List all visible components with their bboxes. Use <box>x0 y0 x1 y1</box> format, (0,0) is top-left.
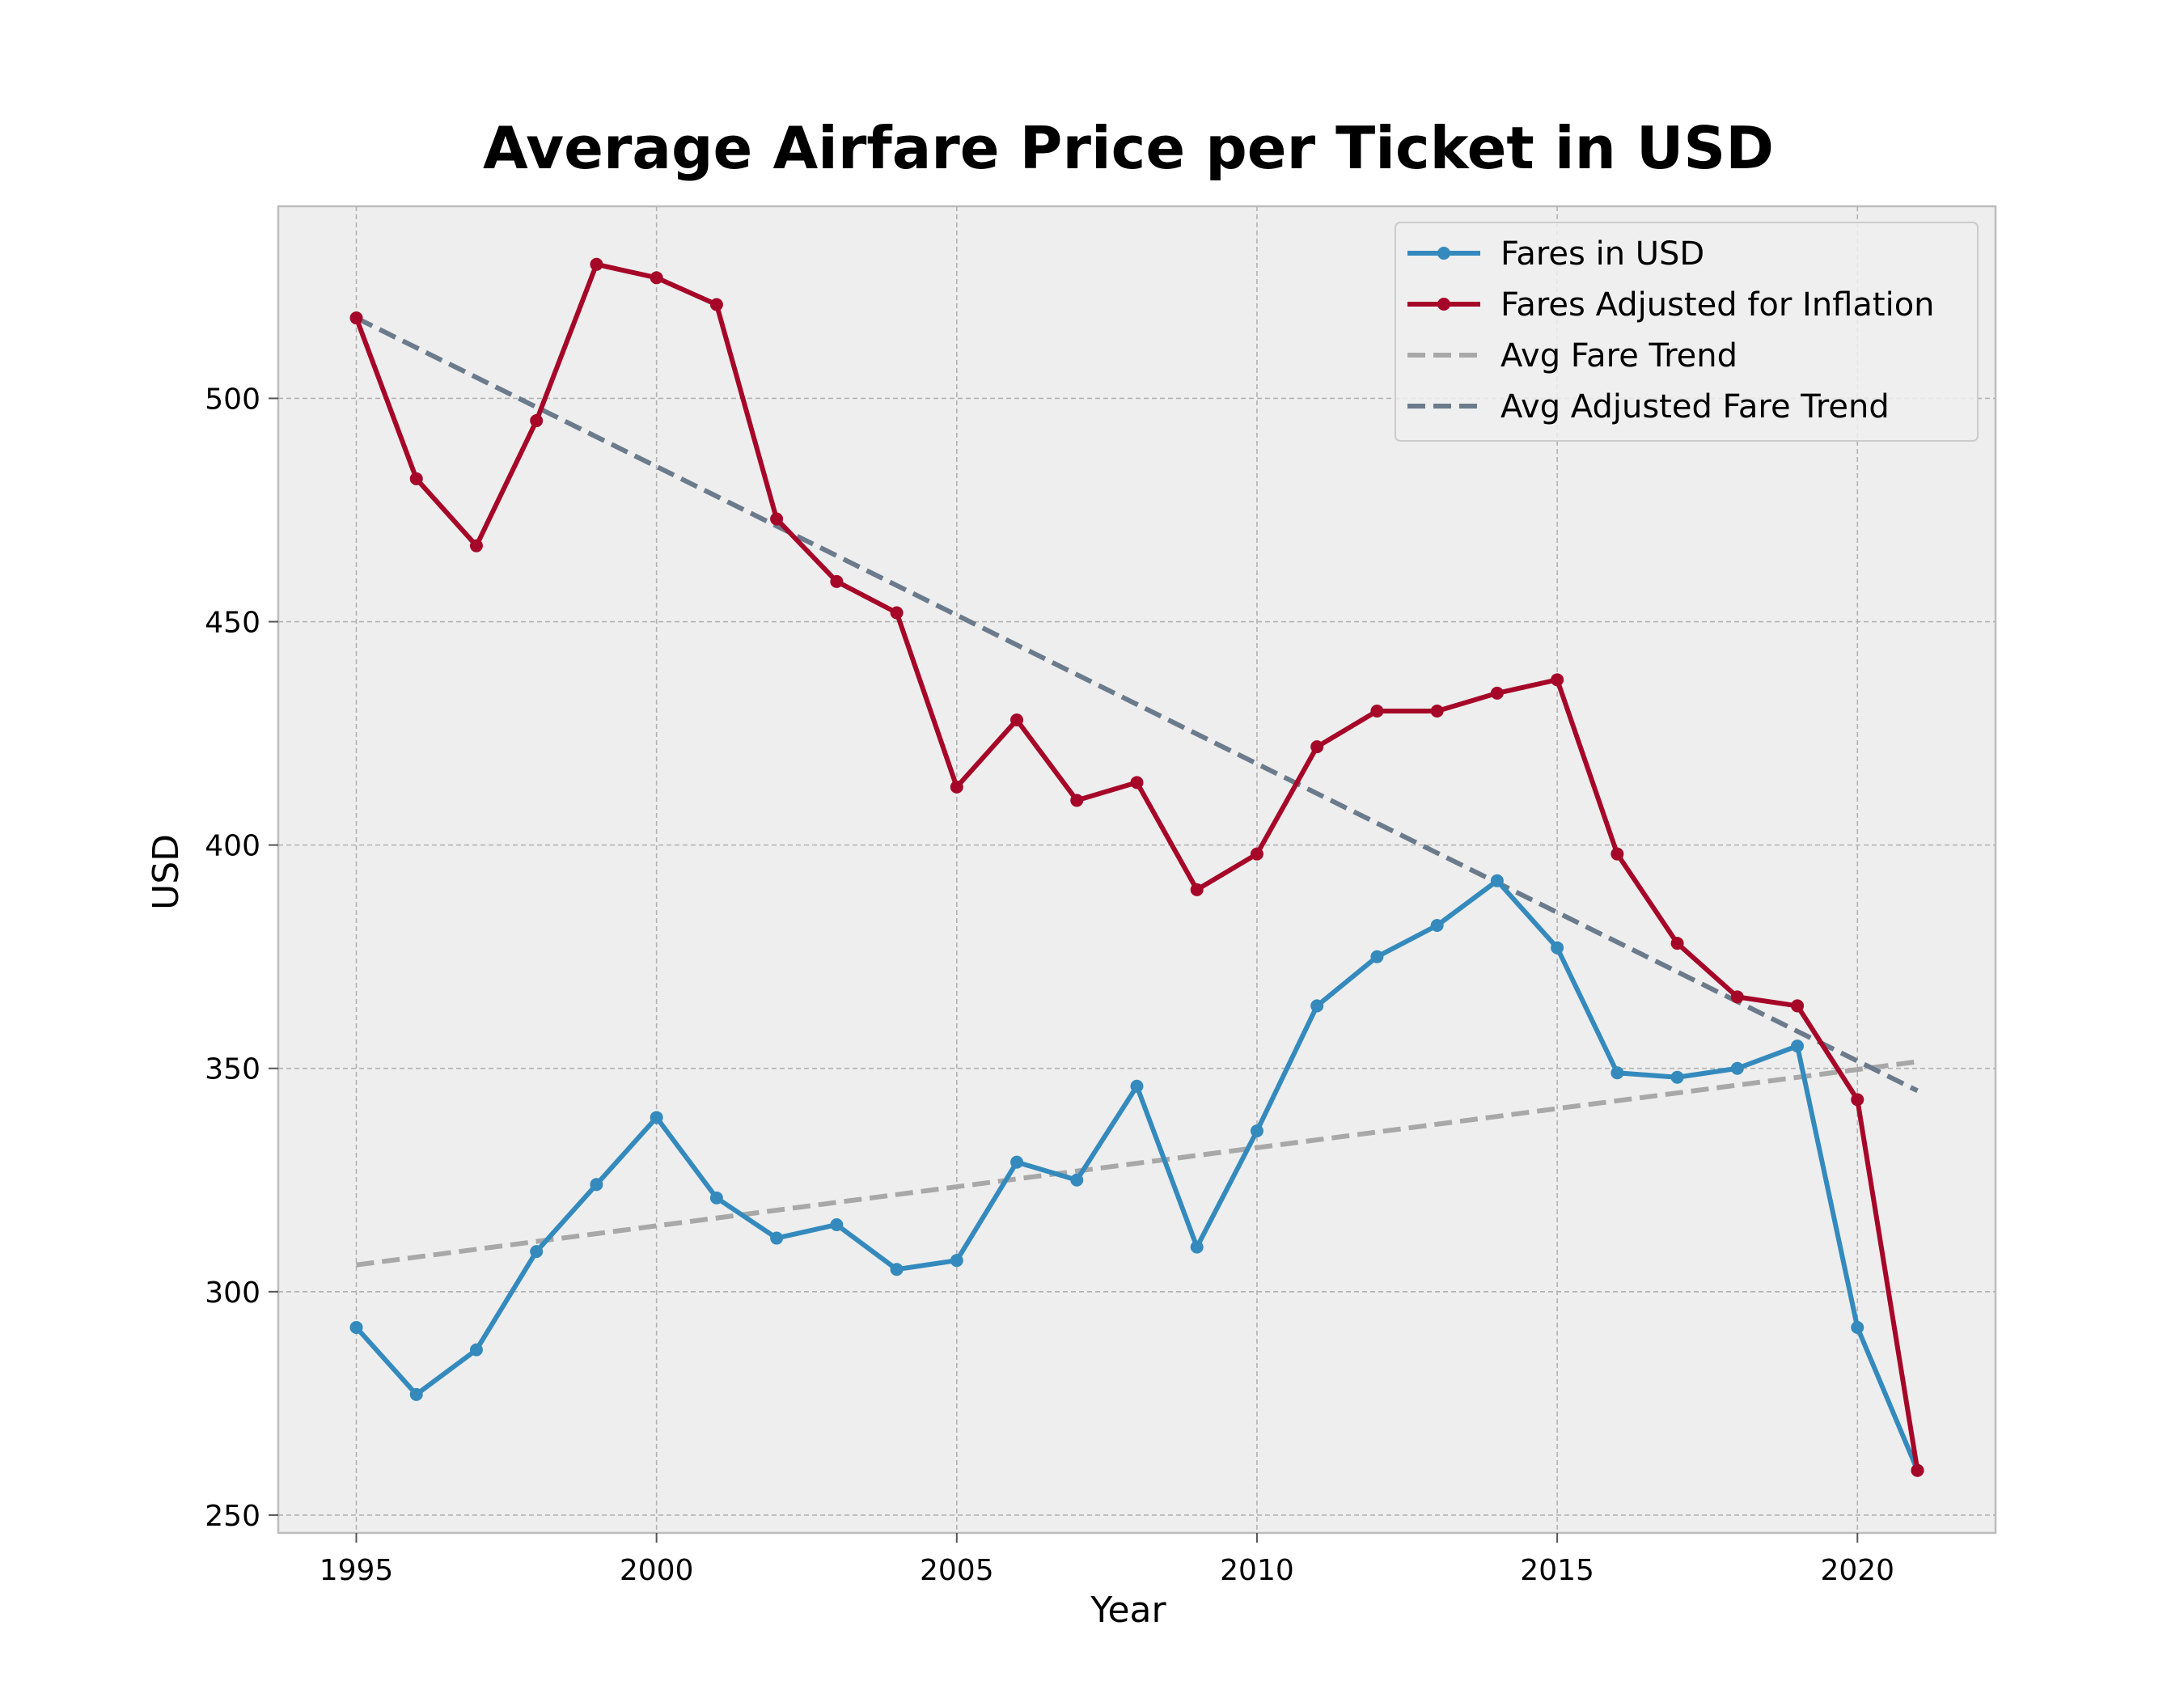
data-point <box>830 1217 844 1231</box>
data-point <box>1070 794 1084 807</box>
data-point <box>1730 990 1744 1004</box>
data-point <box>1551 941 1564 955</box>
trend-lines <box>355 315 1919 1268</box>
data-point <box>890 1263 904 1276</box>
chart-title: Average Airfare Price per Ticket in USD <box>483 114 1774 182</box>
legend-box <box>1395 222 1979 442</box>
data-point <box>650 1111 663 1124</box>
data-point <box>1010 1155 1024 1169</box>
data-point <box>950 780 963 794</box>
legend-label: Fares in USD <box>1500 235 1704 273</box>
data-point <box>469 539 483 553</box>
y-tick-label: 300 <box>205 1276 260 1310</box>
data-point <box>349 311 363 325</box>
data-point <box>1430 919 1444 933</box>
y-axis-label: USD <box>146 834 187 910</box>
data-point <box>1490 686 1504 700</box>
data-point <box>1610 1066 1624 1080</box>
data-point <box>770 512 784 526</box>
data-point <box>1070 1173 1084 1187</box>
data-point <box>1430 704 1444 718</box>
data-point <box>1310 999 1324 1013</box>
axes: 1995 2000 2005 2010 2015 2020 250 300 350 400 450 5… <box>205 383 1894 1587</box>
legend-item: Fares Adjusted for Inflation <box>1407 286 1935 324</box>
legend-item: Fares in USD <box>1407 235 1704 273</box>
x-tick-label: 1995 <box>320 1554 394 1587</box>
data-point <box>1250 847 1263 861</box>
trend-line-avg-fare-trend <box>356 1059 1918 1268</box>
x-axis-label: Year <box>1090 1590 1166 1631</box>
x-tick-label: 2000 <box>620 1554 694 1587</box>
data-point <box>770 1231 784 1245</box>
data-point <box>650 271 663 285</box>
x-tick-label: 2015 <box>1520 1554 1594 1587</box>
data-point <box>1370 704 1384 718</box>
series-lines <box>349 257 1924 1477</box>
data-point <box>1911 1463 1924 1477</box>
data-point <box>1791 999 1805 1013</box>
data-point <box>1670 1070 1684 1084</box>
legend-label: Avg Fare Trend <box>1500 337 1737 375</box>
legend-label: Fares Adjusted for Inflation <box>1500 286 1935 324</box>
data-point <box>1310 740 1324 754</box>
series-fares-adjusted-for-inflation <box>349 257 1924 1477</box>
data-point <box>1190 1240 1204 1254</box>
series-fares-in-usd <box>349 874 1924 1477</box>
data-point <box>1791 1039 1805 1053</box>
y-tick-label: 450 <box>205 607 260 640</box>
legend-item: Avg Adjusted Fare Trend <box>1407 388 1890 426</box>
data-point <box>1010 713 1024 727</box>
y-tick-label: 400 <box>205 830 260 863</box>
data-point <box>1130 1079 1144 1093</box>
data-point <box>409 472 423 485</box>
data-point <box>1250 1124 1263 1138</box>
data-point <box>1370 950 1384 963</box>
data-point <box>890 606 904 620</box>
data-point <box>349 1320 363 1334</box>
data-point <box>709 1191 723 1205</box>
legend: Fares in USD Fares Adjusted for Inflation… <box>1395 222 1979 442</box>
data-point <box>950 1254 963 1268</box>
legend-marker <box>1437 298 1450 311</box>
data-point <box>590 257 603 271</box>
legend-label: Avg Adjusted Fare Trend <box>1500 388 1890 426</box>
data-point <box>1190 883 1204 896</box>
x-tick-label: 2010 <box>1220 1554 1294 1587</box>
data-point <box>1551 673 1564 687</box>
legend-item: Avg Fare Trend <box>1407 337 1737 375</box>
x-tick-label: 2005 <box>920 1554 994 1587</box>
y-tick-label: 250 <box>205 1500 260 1533</box>
data-point <box>1130 776 1144 790</box>
x-tick-label: 2020 <box>1820 1554 1894 1587</box>
trend-line-avg-adjusted-fare-trend <box>355 315 1919 1094</box>
data-point <box>1851 1320 1864 1334</box>
data-point <box>1730 1061 1744 1075</box>
y-tick-label: 500 <box>205 383 260 416</box>
data-point <box>530 414 544 428</box>
data-point <box>830 574 844 588</box>
data-point <box>709 298 723 311</box>
data-point <box>469 1343 483 1357</box>
y-tick-label: 350 <box>205 1053 260 1086</box>
data-point <box>1670 937 1684 950</box>
data-point <box>530 1245 544 1259</box>
legend-marker <box>1437 247 1450 260</box>
data-point <box>590 1178 603 1192</box>
data-point <box>1490 874 1504 887</box>
data-point <box>1610 847 1624 861</box>
data-point <box>409 1387 423 1401</box>
data-point <box>1851 1093 1864 1107</box>
